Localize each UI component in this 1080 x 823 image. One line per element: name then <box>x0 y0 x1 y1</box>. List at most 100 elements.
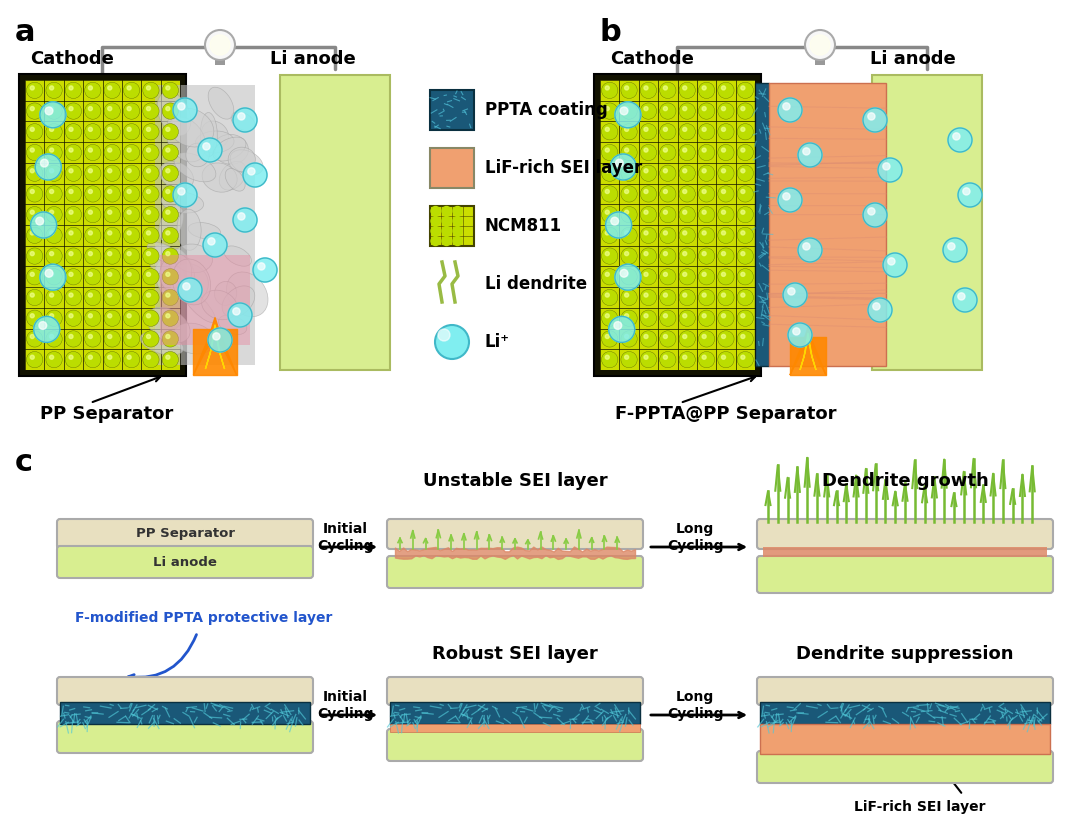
Circle shape <box>89 210 93 214</box>
Circle shape <box>108 231 112 235</box>
Ellipse shape <box>202 291 238 319</box>
Bar <box>324 75 346 370</box>
Circle shape <box>721 169 726 173</box>
Circle shape <box>69 334 73 338</box>
Circle shape <box>741 128 745 132</box>
Circle shape <box>108 107 112 110</box>
Circle shape <box>738 207 754 223</box>
Circle shape <box>143 351 159 368</box>
Circle shape <box>166 272 170 277</box>
Circle shape <box>45 107 53 114</box>
Circle shape <box>30 293 35 297</box>
Circle shape <box>45 269 53 277</box>
Circle shape <box>721 231 726 235</box>
Ellipse shape <box>227 272 268 317</box>
Text: Robust SEI layer: Robust SEI layer <box>432 645 598 663</box>
Circle shape <box>602 227 618 244</box>
Circle shape <box>162 207 178 223</box>
Circle shape <box>108 86 112 90</box>
Circle shape <box>27 82 43 99</box>
Circle shape <box>84 310 100 327</box>
Circle shape <box>108 293 112 297</box>
Circle shape <box>679 248 696 264</box>
Circle shape <box>702 128 706 132</box>
Circle shape <box>46 331 63 347</box>
Circle shape <box>624 231 629 235</box>
Circle shape <box>84 351 100 368</box>
Circle shape <box>624 252 629 256</box>
Circle shape <box>644 314 648 318</box>
Circle shape <box>143 165 159 181</box>
Circle shape <box>36 154 62 180</box>
Circle shape <box>69 293 73 297</box>
Circle shape <box>89 272 93 277</box>
Circle shape <box>888 258 895 265</box>
Ellipse shape <box>222 286 255 317</box>
Bar <box>600 80 755 370</box>
Circle shape <box>46 248 63 264</box>
Ellipse shape <box>159 206 184 242</box>
FancyBboxPatch shape <box>757 556 1053 593</box>
Ellipse shape <box>160 161 193 189</box>
Text: Long: Long <box>676 690 714 704</box>
Circle shape <box>173 98 197 122</box>
Bar <box>19 74 186 376</box>
Circle shape <box>640 186 657 202</box>
FancyBboxPatch shape <box>387 677 643 705</box>
Circle shape <box>143 186 159 202</box>
Circle shape <box>621 207 637 223</box>
Bar <box>760 724 1050 754</box>
Circle shape <box>50 128 54 132</box>
Circle shape <box>46 268 63 285</box>
Bar <box>160 255 249 345</box>
Circle shape <box>609 316 635 342</box>
Circle shape <box>108 272 112 277</box>
Bar <box>25 80 180 370</box>
Circle shape <box>683 107 687 110</box>
Circle shape <box>663 252 667 256</box>
Text: NCM811: NCM811 <box>485 217 562 235</box>
Circle shape <box>778 188 802 212</box>
Circle shape <box>89 169 93 173</box>
Bar <box>755 83 769 366</box>
Circle shape <box>27 248 43 264</box>
Circle shape <box>442 216 451 226</box>
Circle shape <box>205 30 235 60</box>
Circle shape <box>699 351 715 368</box>
Circle shape <box>721 128 726 132</box>
Circle shape <box>605 252 609 256</box>
Circle shape <box>679 207 696 223</box>
Circle shape <box>233 108 257 132</box>
Circle shape <box>65 165 82 181</box>
Ellipse shape <box>195 131 234 153</box>
Circle shape <box>162 227 178 244</box>
Circle shape <box>104 186 120 202</box>
Circle shape <box>605 231 609 235</box>
Circle shape <box>621 290 637 305</box>
Ellipse shape <box>230 150 264 175</box>
Circle shape <box>624 128 629 132</box>
Circle shape <box>602 290 618 305</box>
Circle shape <box>104 331 120 347</box>
Circle shape <box>123 82 139 99</box>
Circle shape <box>741 86 745 90</box>
Circle shape <box>50 169 54 173</box>
Circle shape <box>84 331 100 347</box>
Circle shape <box>143 331 159 347</box>
Circle shape <box>108 252 112 256</box>
Circle shape <box>84 82 100 99</box>
Circle shape <box>65 207 82 223</box>
Ellipse shape <box>147 307 190 343</box>
Ellipse shape <box>218 315 247 335</box>
Circle shape <box>162 186 178 202</box>
Circle shape <box>46 103 63 119</box>
Circle shape <box>640 165 657 181</box>
Circle shape <box>640 123 657 140</box>
Circle shape <box>640 331 657 347</box>
Circle shape <box>602 248 618 264</box>
Circle shape <box>147 128 150 132</box>
Circle shape <box>605 128 609 132</box>
Circle shape <box>65 227 82 244</box>
Circle shape <box>84 144 100 160</box>
Circle shape <box>123 103 139 119</box>
